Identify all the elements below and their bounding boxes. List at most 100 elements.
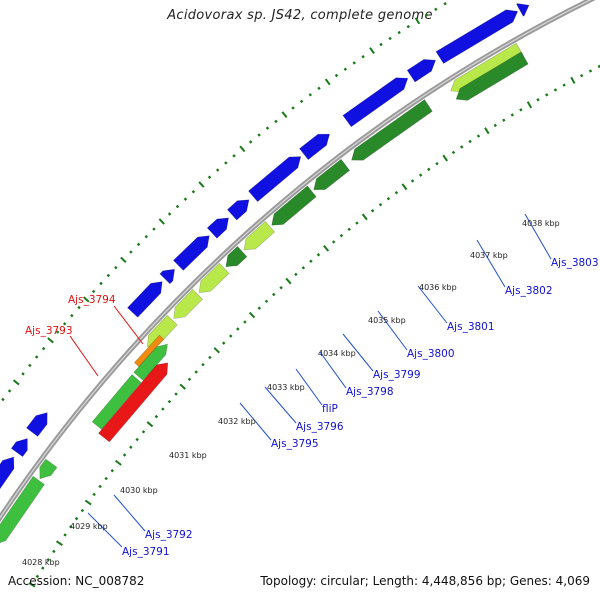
minor-tick [339,233,344,238]
major-tick [239,145,246,153]
minor-tick [397,30,401,35]
major-tick [84,499,92,506]
cds-reverse-block [0,475,45,544]
rna-block-3793 [98,362,169,443]
minor-tick [355,221,359,225]
gene-label: Ajs_3796 [296,421,344,433]
minor-tick [52,549,56,554]
minor-tick [62,322,67,326]
gene-label: Ajs_3798 [346,386,394,398]
minor-tick [129,445,133,449]
minor-tick [291,106,295,110]
cds-forward-block [516,3,530,17]
major-tick [198,181,205,188]
leader-line [239,402,272,441]
major-tick [414,17,421,25]
cds-reverse-block [313,158,351,191]
leader-line [113,494,146,532]
gene-label: Ajs_3793 [25,325,73,337]
minor-tick [99,281,103,286]
minor-tick [502,118,506,122]
minor-tick [41,566,45,570]
major-tick [526,101,533,109]
minor-tick [347,227,351,232]
minor-tick [35,574,40,579]
minor-tick [152,227,156,231]
minor-tick [553,88,558,92]
rna-green-block [91,374,142,430]
minor-tick [361,54,365,59]
major-tick [12,379,20,386]
major-tick [248,311,256,319]
minor-tick [187,377,192,382]
minor-tick [536,98,540,102]
scale-label: 4034 kbp [318,349,356,358]
major-tick [55,540,63,546]
cds-forward-block [406,59,437,83]
minor-tick [91,289,96,294]
minor-tick [272,292,276,297]
minor-tick [309,259,313,263]
major-tick [28,582,36,588]
minor-tick [46,558,50,562]
minor-tick [301,266,306,270]
major-tick [179,383,186,390]
minor-tick [443,2,447,6]
minor-tick [175,204,180,209]
gene-label: Ajs_3792 [145,529,193,541]
cds-reverse-block [198,262,230,294]
cds-forward-block [342,77,409,128]
minor-tick [207,175,212,179]
cds-forward-block [299,133,330,161]
minor-tick [161,407,165,411]
minor-tick [167,399,172,404]
minor-tick [208,355,212,360]
genome-backbone [0,0,596,523]
cds-forward-block [26,412,48,437]
backbone-highlight [0,0,592,519]
minor-tick [410,179,415,183]
minor-tick [183,197,188,201]
cds-forward-block [172,235,210,271]
cds-reverse-block [39,458,58,480]
major-tick [115,459,122,466]
minor-tick [194,370,198,374]
tick-marks [1,2,600,588]
major-tick [442,154,448,162]
scale-label: 4029 kbp [70,522,108,531]
cds-reverse-block [243,220,275,251]
minor-tick [174,392,178,396]
minor-tick [70,313,74,318]
cds-reverse-block [173,288,203,319]
minor-tick [21,372,25,376]
minor-tick [136,242,141,247]
minor-tick [63,533,67,537]
minor-tick [299,99,304,104]
minor-tick [451,150,456,155]
minor-tick [248,140,253,144]
minor-tick [154,414,159,419]
gene-label: Ajs_3791 [122,546,170,558]
minor-tick [308,93,312,97]
minor-tick [510,113,514,117]
minor-tick [141,430,146,434]
minor-tick [317,86,321,91]
cds-forward-block [206,217,229,239]
minor-tick [55,330,60,334]
minor-tick [334,73,339,78]
gene-label: Ajs_3799 [373,369,421,381]
major-tick [570,76,576,84]
minor-tick [580,73,584,78]
minor-tick [331,240,336,244]
minor-tick [232,154,236,158]
leader-line [113,305,144,345]
label-leaders [69,213,552,548]
minor-tick [129,250,133,254]
major-tick [158,218,165,225]
minor-tick [7,389,12,393]
minor-tick [274,119,278,124]
minor-tick [215,168,220,172]
minor-tick [167,212,172,216]
genome-stats-text: Topology: circular; Length: 4,448,856 bp… [260,574,590,588]
